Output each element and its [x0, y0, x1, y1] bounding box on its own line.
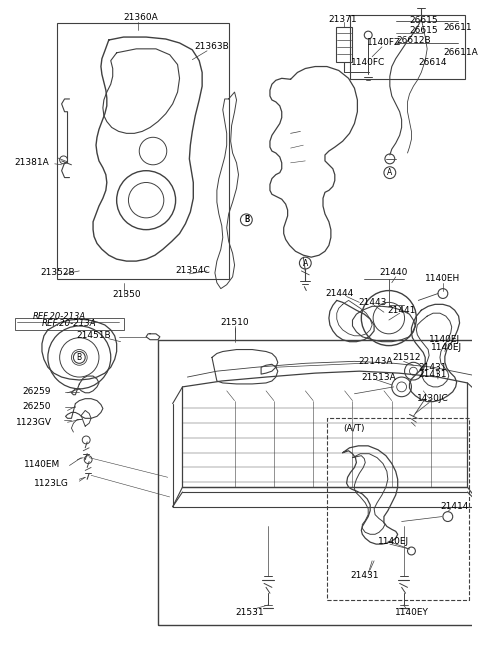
- Text: 1140FC: 1140FC: [351, 58, 385, 67]
- Circle shape: [384, 167, 396, 179]
- Text: 1140EM: 1140EM: [24, 460, 60, 469]
- Text: 1140FZ: 1140FZ: [367, 38, 401, 47]
- Text: 1140EY: 1140EY: [395, 608, 428, 617]
- Text: 26614: 26614: [419, 58, 447, 67]
- Text: 1123LG: 1123LG: [35, 479, 69, 488]
- Bar: [349, 16, 466, 80]
- Text: B: B: [244, 215, 249, 225]
- Bar: [327, 419, 469, 600]
- Text: 21441: 21441: [387, 306, 416, 314]
- Circle shape: [73, 351, 85, 364]
- Text: 1140EH: 1140EH: [425, 274, 460, 283]
- Text: B: B: [77, 353, 82, 362]
- Text: 21350: 21350: [112, 290, 141, 299]
- Text: A: A: [303, 259, 308, 268]
- Text: 21360A: 21360A: [124, 13, 158, 22]
- Text: 21513A: 21513A: [361, 373, 396, 382]
- Text: 21443: 21443: [358, 298, 386, 307]
- Text: 21414: 21414: [441, 502, 469, 511]
- Text: 1140EJ: 1140EJ: [378, 536, 409, 545]
- Text: 1430JC: 1430JC: [417, 394, 449, 403]
- Text: 1140EJ: 1140EJ: [431, 343, 462, 352]
- Text: (A/T): (A/T): [344, 424, 365, 433]
- Text: 26259: 26259: [23, 388, 51, 397]
- Text: 21512: 21512: [392, 353, 421, 362]
- Text: 21352B: 21352B: [40, 269, 75, 278]
- Text: 26612B: 26612B: [396, 36, 431, 45]
- Text: 21363B: 21363B: [194, 43, 229, 51]
- Text: REF.20-213A: REF.20-213A: [33, 312, 86, 321]
- Text: 21440: 21440: [380, 269, 408, 278]
- Bar: [15, 318, 123, 330]
- Text: 21431: 21431: [419, 369, 447, 378]
- Bar: [57, 23, 228, 279]
- Bar: [336, 27, 351, 61]
- Text: 21444: 21444: [325, 289, 354, 298]
- Text: 21531: 21531: [235, 608, 264, 617]
- Text: A: A: [387, 168, 393, 177]
- Text: 21354C: 21354C: [175, 267, 210, 276]
- Circle shape: [60, 156, 68, 164]
- Bar: [158, 340, 480, 625]
- Text: 1123GV: 1123GV: [16, 418, 52, 427]
- Text: B: B: [244, 215, 249, 225]
- Text: 26615: 26615: [409, 26, 438, 35]
- Text: 21510: 21510: [220, 318, 249, 327]
- Text: 26250: 26250: [23, 402, 51, 411]
- Text: REF.20-213A: REF.20-213A: [42, 320, 97, 329]
- Text: 26611A: 26611A: [443, 49, 478, 58]
- Text: 26615: 26615: [409, 16, 438, 25]
- Text: 21371: 21371: [328, 15, 357, 24]
- Text: 26611: 26611: [443, 23, 471, 32]
- Text: 21451B: 21451B: [77, 331, 111, 340]
- Text: 21381A: 21381A: [15, 159, 49, 168]
- Circle shape: [300, 257, 311, 269]
- Text: 1140EJ: 1140EJ: [429, 335, 460, 344]
- Text: 22143A: 22143A: [359, 357, 393, 366]
- Text: 21431: 21431: [419, 363, 447, 372]
- Text: 21431: 21431: [350, 571, 379, 580]
- Circle shape: [240, 214, 252, 226]
